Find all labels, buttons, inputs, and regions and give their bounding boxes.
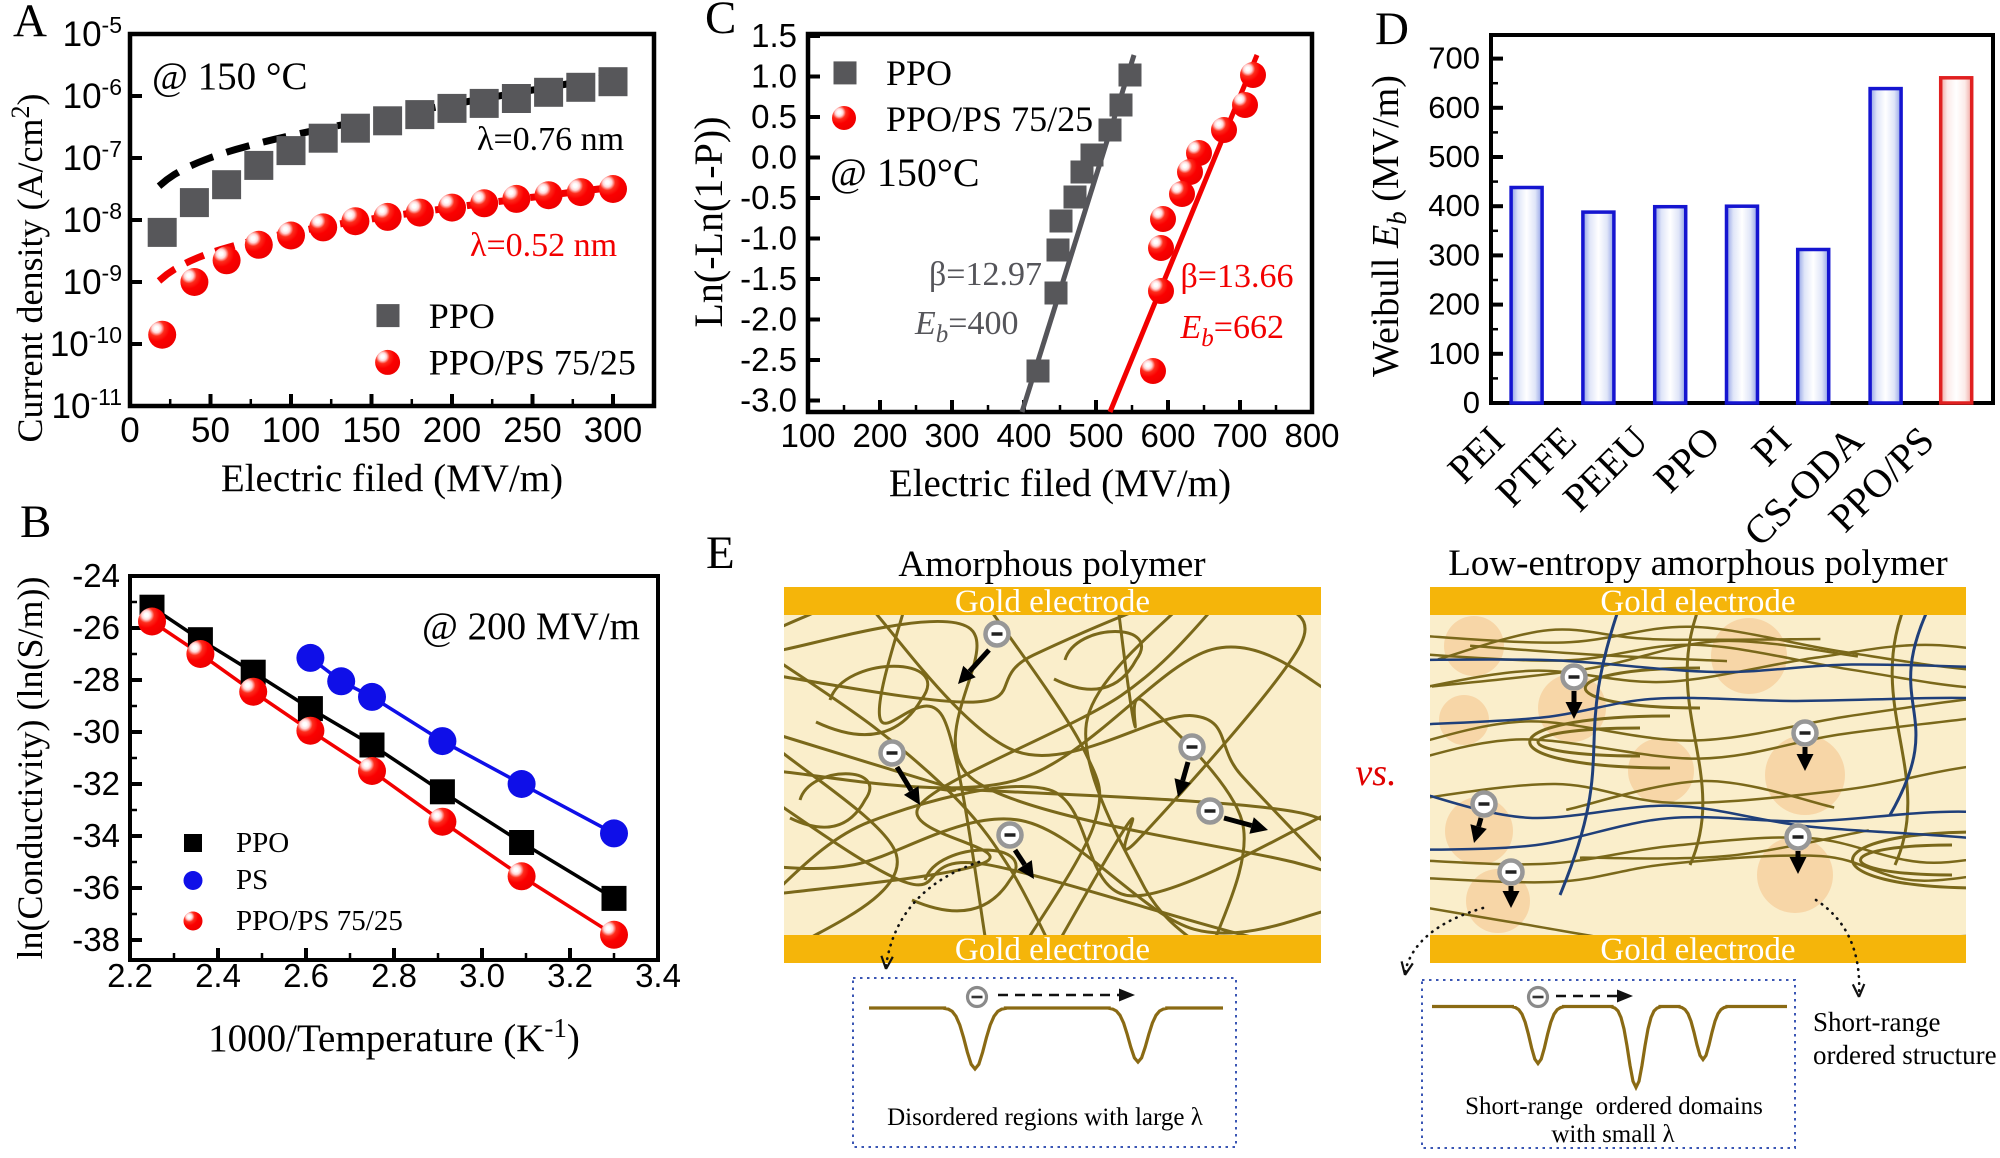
svg-text:PPO/PS 75/25: PPO/PS 75/25 [236,905,403,937]
svg-text:-3.0: -3.0 [740,382,797,419]
svg-text:200: 200 [852,417,907,454]
svg-text:Ln(-Ln(1-P)): Ln(-Ln(1-P)) [686,116,731,327]
svg-text:10-11: 10-11 [52,384,122,426]
svg-text:-0.5: -0.5 [740,179,797,216]
svg-text:1.0: 1.0 [751,58,797,95]
svg-text:-36: -36 [72,869,120,906]
svg-text:1000/Temperature (K-1): 1000/Temperature (K-1) [208,1013,580,1060]
svg-text:@ 150°C: @ 150°C [830,150,980,195]
svg-text:3.4: 3.4 [635,957,681,994]
svg-text:D: D [1375,3,1409,55]
svg-text:Short-range: Short-range [1813,1007,1940,1037]
svg-text:250: 250 [503,411,561,450]
svg-text:150: 150 [342,411,400,450]
svg-text:700: 700 [1428,41,1480,76]
svg-text:Current density (A/cm2): Current density (A/cm2) [6,94,50,443]
svg-text:50: 50 [191,411,230,450]
svg-text:0: 0 [120,411,139,450]
svg-text:Electric filed (MV/m): Electric filed (MV/m) [889,462,1231,505]
svg-text:200: 200 [423,411,481,450]
svg-text:10-9: 10-9 [63,260,122,302]
svg-text:PEEU: PEEU [1554,417,1657,520]
svg-text:0: 0 [1463,385,1480,420]
svg-text:Eb=662: Eb=662 [1180,309,1284,352]
svg-text:PPO/PS 75/25: PPO/PS 75/25 [429,342,636,382]
svg-text:PS: PS [236,864,268,896]
svg-text:β=12.97: β=12.97 [929,256,1042,293]
svg-text:300: 300 [1428,237,1480,272]
svg-text:PPO: PPO [236,827,289,859]
svg-text:200: 200 [1428,287,1480,322]
svg-text:Gold electrode: Gold electrode [1600,584,1795,620]
svg-text:-2.5: -2.5 [740,341,797,378]
svg-text:300: 300 [584,411,642,450]
svg-text:PPO: PPO [429,296,495,336]
svg-text:C: C [705,0,736,44]
svg-text:Disordered regions with large: Disordered regions with large λ [887,1104,1203,1131]
svg-text:1.5: 1.5 [751,17,797,54]
svg-text:-1.0: -1.0 [740,220,797,257]
svg-text:3.0: 3.0 [459,957,505,994]
svg-text:β=13.66: β=13.66 [1181,258,1294,295]
svg-text:700: 700 [1212,417,1267,454]
svg-text:-24: -24 [72,557,120,594]
svg-text:2.4: 2.4 [195,957,241,994]
svg-text:10-5: 10-5 [63,12,122,54]
svg-text:-26: -26 [72,609,120,646]
svg-text:PPO/PS 75/25: PPO/PS 75/25 [886,99,1093,139]
svg-text:500: 500 [1428,139,1480,174]
svg-text:Short-range ordered domains: Short-range ordered domains [1465,1093,1763,1120]
svg-text:@ 150 °C: @ 150 °C [152,55,308,98]
svg-text:B: B [20,496,51,548]
svg-text:-38: -38 [72,921,120,958]
svg-text:vs.: vs. [1355,752,1396,794]
svg-text:400: 400 [1428,188,1480,223]
svg-text:300: 300 [924,417,979,454]
svg-text:with small λ: with small λ [1551,1121,1674,1148]
svg-text:2.8: 2.8 [371,957,417,994]
svg-text:0.0: 0.0 [751,139,797,176]
svg-text:-30: -30 [72,713,120,750]
svg-text:Eb=400: Eb=400 [914,305,1018,348]
svg-text:3.2: 3.2 [547,957,593,994]
svg-text:Low-entropy amorphous polymer: Low-entropy amorphous polymer [1448,543,1947,584]
svg-text:A: A [13,0,47,47]
svg-text:Gold electrode: Gold electrode [1600,932,1795,968]
svg-text:400: 400 [996,417,1051,454]
svg-text:Gold electrode: Gold electrode [955,584,1150,620]
svg-text:2.2: 2.2 [107,957,153,994]
svg-text:λ=0.76 nm: λ=0.76 nm [477,121,624,158]
svg-text:Amorphous polymer: Amorphous polymer [898,544,1205,585]
svg-text:800: 800 [1284,417,1339,454]
svg-text:PPO: PPO [886,53,952,93]
svg-text:500: 500 [1068,417,1123,454]
svg-text:10-10: 10-10 [50,322,122,364]
svg-text:100: 100 [1428,336,1480,371]
svg-text:ordered structure: ordered structure [1813,1040,1997,1070]
svg-text:E: E [706,527,735,579]
svg-text:10-8: 10-8 [63,198,122,240]
svg-text:PPO: PPO [1645,418,1729,502]
svg-text:-32: -32 [72,765,120,802]
svg-text:0.5: 0.5 [751,98,797,135]
svg-text:100: 100 [780,417,835,454]
svg-text:@ 200 MV/m: @ 200 MV/m [422,605,640,648]
svg-text:λ=0.52 nm: λ=0.52 nm [470,227,617,264]
svg-text:10-6: 10-6 [63,74,122,116]
svg-text:-34: -34 [72,817,120,854]
svg-text:-28: -28 [72,661,120,698]
svg-text:-2.0: -2.0 [740,301,797,338]
svg-text:2.6: 2.6 [283,957,329,994]
svg-text:ln(Conductivity) (ln(S/m)): ln(Conductivity) (ln(S/m)) [10,577,50,960]
svg-text:600: 600 [1140,417,1195,454]
svg-text:Electric filed (MV/m): Electric filed (MV/m) [221,457,563,500]
svg-text:100: 100 [262,411,320,450]
svg-text:Gold electrode: Gold electrode [955,932,1150,968]
svg-text:-1.5: -1.5 [740,260,797,297]
svg-text:Weibull Eb (MV/m): Weibull Eb (MV/m) [1365,75,1412,377]
svg-text:600: 600 [1428,90,1480,125]
svg-text:10-7: 10-7 [63,136,122,178]
